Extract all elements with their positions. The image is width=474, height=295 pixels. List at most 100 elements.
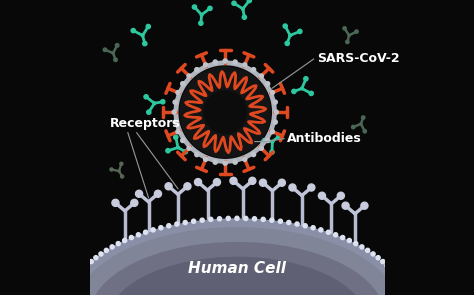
- Circle shape: [243, 63, 247, 67]
- Circle shape: [223, 59, 227, 63]
- Circle shape: [184, 183, 191, 190]
- Circle shape: [346, 40, 349, 44]
- Circle shape: [110, 168, 113, 171]
- Circle shape: [203, 90, 247, 134]
- Circle shape: [176, 130, 180, 134]
- Circle shape: [155, 190, 162, 197]
- Circle shape: [159, 226, 163, 230]
- Circle shape: [334, 233, 337, 237]
- Circle shape: [242, 7, 244, 10]
- Circle shape: [243, 157, 247, 161]
- Circle shape: [104, 248, 109, 253]
- Circle shape: [131, 28, 136, 33]
- Circle shape: [199, 21, 203, 25]
- Circle shape: [304, 77, 308, 81]
- Circle shape: [103, 48, 107, 52]
- Circle shape: [209, 217, 213, 222]
- Circle shape: [165, 183, 172, 190]
- Circle shape: [319, 192, 326, 199]
- Ellipse shape: [107, 257, 367, 295]
- Circle shape: [400, 285, 404, 289]
- Circle shape: [112, 52, 114, 54]
- Circle shape: [247, 0, 252, 3]
- Circle shape: [285, 41, 289, 45]
- Circle shape: [74, 276, 79, 280]
- Circle shape: [319, 228, 323, 232]
- Circle shape: [376, 256, 380, 260]
- Circle shape: [259, 179, 266, 186]
- Circle shape: [116, 242, 120, 246]
- Circle shape: [85, 263, 89, 268]
- Circle shape: [270, 130, 274, 134]
- Circle shape: [348, 34, 350, 37]
- Text: Receptors: Receptors: [110, 117, 181, 130]
- Circle shape: [213, 178, 220, 186]
- Circle shape: [218, 217, 221, 221]
- Circle shape: [362, 116, 365, 119]
- Circle shape: [289, 34, 292, 37]
- Circle shape: [232, 1, 236, 5]
- Circle shape: [177, 146, 179, 149]
- Circle shape: [213, 160, 217, 164]
- Circle shape: [337, 192, 345, 199]
- Circle shape: [271, 140, 274, 143]
- Circle shape: [252, 68, 255, 72]
- Circle shape: [270, 218, 274, 222]
- Circle shape: [265, 138, 270, 142]
- Circle shape: [173, 120, 177, 124]
- Circle shape: [252, 153, 255, 157]
- Circle shape: [292, 89, 296, 94]
- Circle shape: [115, 44, 119, 47]
- Circle shape: [277, 134, 281, 138]
- Ellipse shape: [67, 218, 407, 295]
- Circle shape: [395, 276, 400, 280]
- Circle shape: [146, 24, 150, 29]
- Circle shape: [308, 184, 315, 191]
- Circle shape: [289, 184, 296, 191]
- Text: SARS-CoV-2: SARS-CoV-2: [317, 53, 399, 65]
- Circle shape: [120, 162, 123, 165]
- Circle shape: [181, 138, 185, 142]
- Circle shape: [392, 272, 397, 276]
- Circle shape: [223, 161, 227, 165]
- Circle shape: [118, 170, 120, 172]
- Circle shape: [195, 68, 199, 72]
- Circle shape: [200, 13, 203, 16]
- Circle shape: [343, 27, 346, 30]
- Circle shape: [371, 252, 375, 256]
- Circle shape: [381, 260, 385, 264]
- Circle shape: [226, 216, 230, 220]
- Circle shape: [110, 245, 114, 249]
- Circle shape: [253, 217, 256, 221]
- Circle shape: [144, 95, 148, 99]
- Circle shape: [361, 202, 368, 209]
- Circle shape: [283, 24, 287, 28]
- Circle shape: [341, 235, 345, 240]
- Circle shape: [175, 222, 179, 226]
- Circle shape: [183, 150, 188, 154]
- Circle shape: [146, 110, 151, 114]
- Circle shape: [233, 60, 237, 64]
- Circle shape: [120, 175, 124, 178]
- Circle shape: [301, 87, 303, 90]
- Circle shape: [249, 177, 256, 184]
- Circle shape: [309, 91, 313, 96]
- Circle shape: [355, 30, 358, 33]
- Circle shape: [270, 91, 274, 95]
- Circle shape: [242, 15, 246, 19]
- Circle shape: [123, 238, 127, 242]
- Circle shape: [136, 190, 143, 197]
- Circle shape: [137, 233, 140, 237]
- Circle shape: [143, 42, 147, 46]
- Circle shape: [144, 230, 148, 234]
- Circle shape: [195, 153, 199, 157]
- Circle shape: [131, 199, 138, 206]
- Text: Antibodies: Antibodies: [287, 132, 362, 145]
- Circle shape: [354, 242, 358, 246]
- Circle shape: [295, 222, 299, 226]
- Circle shape: [244, 216, 248, 220]
- Circle shape: [167, 224, 171, 228]
- Circle shape: [77, 272, 82, 276]
- Circle shape: [347, 238, 351, 242]
- Circle shape: [265, 82, 270, 86]
